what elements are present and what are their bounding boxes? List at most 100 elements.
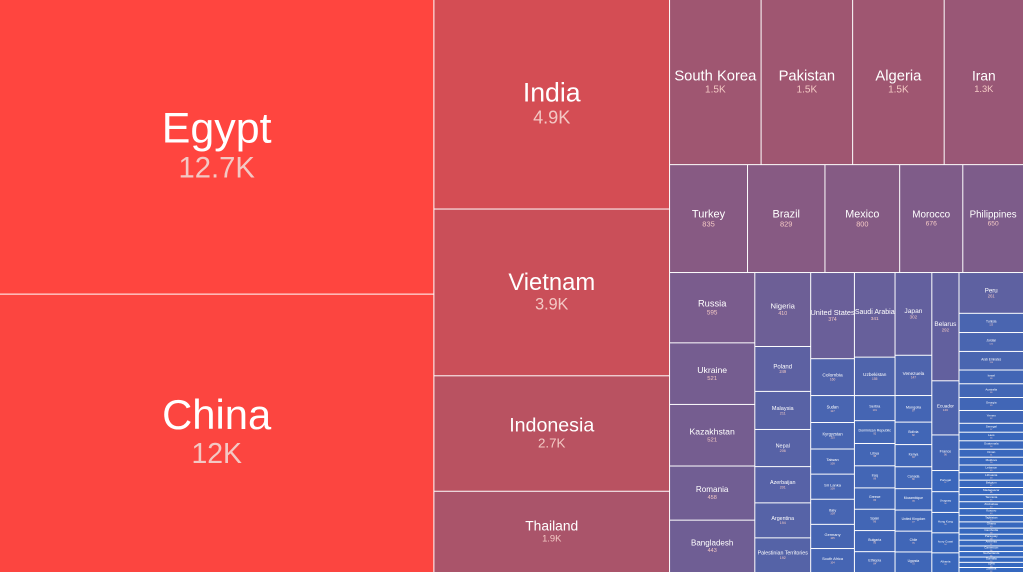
treemap-rect-palestinian-territories[interactable] [755, 538, 811, 572]
treemap-rect-israel[interactable] [959, 370, 1023, 384]
treemap-rect-china[interactable] [0, 294, 434, 572]
treemap-rect-syria[interactable] [959, 562, 1023, 568]
treemap-rect-oman[interactable] [959, 449, 1023, 457]
treemap-rect-south-korea[interactable] [670, 0, 761, 165]
treemap-rect-indonesia[interactable] [434, 376, 670, 491]
treemap-rect-jordan[interactable] [959, 333, 1023, 351]
treemap-rect-thailand[interactable] [434, 491, 670, 572]
treemap-rect-kenya[interactable] [895, 445, 932, 467]
treemap-rect-india[interactable] [434, 0, 670, 209]
treemap-rect-japan[interactable] [895, 273, 932, 355]
treemap-rect-lithuania[interactable] [959, 473, 1023, 480]
treemap-rect-kosovo[interactable] [959, 509, 1023, 515]
treemap-rect-brazil[interactable] [748, 165, 825, 273]
treemap-rect-poland[interactable] [755, 346, 811, 391]
treemap-rect-uzbekistan[interactable] [854, 357, 895, 396]
treemap-rect-albania[interactable] [932, 553, 959, 572]
treemap-rect-vietnam[interactable] [434, 209, 670, 376]
treemap-rect-dominican-republic[interactable] [854, 421, 895, 443]
treemap-rect-sri-lanka[interactable] [811, 474, 854, 499]
treemap-rect-saudi-arabia[interactable] [854, 273, 895, 357]
treemap-rect-georgia[interactable] [959, 398, 1023, 410]
treemap-rect-ivory-coast[interactable] [932, 533, 959, 553]
treemap-rect-uganda[interactable] [895, 552, 932, 572]
treemap-rect-tajikistan[interactable] [959, 515, 1023, 522]
treemap-rect-kazakhstan[interactable] [670, 404, 755, 466]
treemap-rect-ecuador[interactable] [932, 381, 959, 435]
treemap-rect-germany[interactable] [811, 524, 854, 549]
treemap-rect-moldova[interactable] [959, 457, 1023, 465]
treemap-rect-venezuela[interactable] [895, 355, 932, 396]
treemap-rect-mexico[interactable] [825, 165, 900, 273]
treemap-rect-belgium[interactable] [959, 480, 1023, 488]
treemap-rect-morocco[interactable] [900, 165, 963, 273]
treemap-rect-somalia[interactable] [959, 557, 1023, 562]
treemap-rect-italy[interactable] [811, 499, 854, 524]
treemap-rect-iran[interactable] [944, 0, 1023, 165]
treemap-rect-taiwan[interactable] [811, 449, 854, 474]
treemap-rect-kyrgyzstan[interactable] [811, 423, 854, 449]
treemap-rect-zimbabwe[interactable] [959, 502, 1023, 509]
treemap-rect-bolivia[interactable] [895, 422, 932, 445]
treemap-rect-france[interactable] [932, 435, 959, 471]
treemap-rect-belarus[interactable] [932, 273, 959, 381]
treemap-rect-greece[interactable] [854, 488, 895, 509]
treemap-rect-peru[interactable] [959, 273, 1023, 313]
treemap-rect-yemen[interactable] [959, 410, 1023, 423]
treemap-rect-hong-kong[interactable] [932, 512, 959, 533]
treemap-rect-uruguay[interactable] [932, 492, 959, 512]
treemap-rect-ethiopia[interactable] [854, 552, 895, 572]
treemap-rect-chile[interactable] [895, 531, 932, 552]
treemap-rect-libya[interactable] [854, 443, 895, 466]
treemap-rect-netherlands[interactable] [959, 552, 1023, 557]
